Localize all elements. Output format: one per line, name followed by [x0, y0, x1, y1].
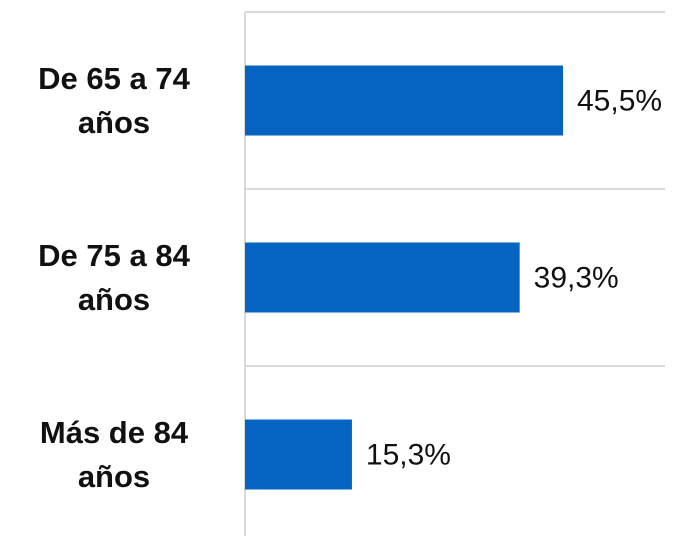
bar	[245, 242, 520, 313]
category-label: De 75 a 84 años	[38, 237, 190, 317]
value-label: 39,3%	[534, 261, 619, 294]
bar	[245, 65, 563, 136]
category-label: De 65 a 74 años	[38, 60, 190, 140]
bar	[245, 419, 352, 490]
value-label: 45,5%	[577, 84, 662, 117]
category-label: Más de 84 años	[39, 414, 189, 494]
value-label: 15,3%	[366, 438, 451, 471]
